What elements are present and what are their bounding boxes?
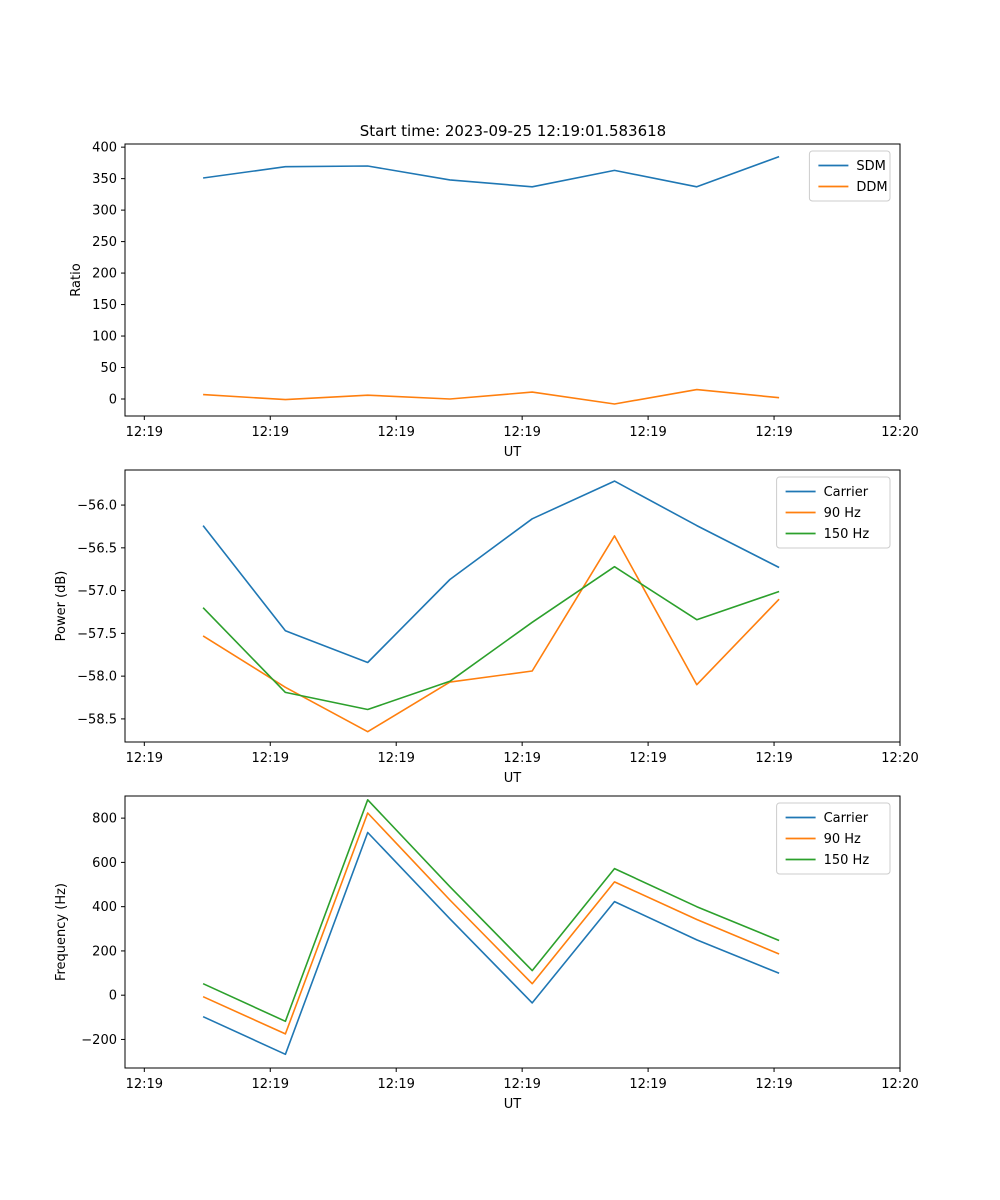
series-line-ddm bbox=[203, 388, 780, 405]
legend-label: SDM bbox=[856, 159, 885, 174]
subplot-1: 12:19 12:19 12:19 12:19 12:19 12:19 12:20 0 50 10… bbox=[69, 141, 919, 460]
x-tick-label: 12:20 bbox=[881, 1077, 918, 1092]
series-line-sdm bbox=[202, 155, 780, 188]
subplots: 12:19 12:19 12:19 12:19 12:19 12:19 12:20 0 50 10… bbox=[54, 141, 919, 1112]
series-line-carrier bbox=[202, 831, 780, 1056]
legend-box bbox=[808, 150, 891, 202]
y-tick-label: 100 bbox=[92, 330, 117, 345]
series-line-150-hz bbox=[202, 798, 780, 1023]
x-tick-label: 12:19 bbox=[755, 425, 792, 440]
x-tick-label: 12:19 bbox=[377, 751, 414, 766]
y-axis-label: Ratio bbox=[69, 263, 84, 296]
x-axis-label: UT bbox=[504, 1097, 522, 1112]
y-tick-label: 150 bbox=[92, 298, 117, 313]
y-tick-label: 0 bbox=[109, 393, 117, 408]
x-tick-label: 12:19 bbox=[252, 1077, 289, 1092]
x-tick-label: 12:19 bbox=[629, 1077, 666, 1092]
legend-label: Carrier bbox=[824, 485, 869, 500]
legend: Carrier 90 Hz 150 Hz bbox=[776, 802, 891, 875]
x-tick-label: 12:20 bbox=[881, 425, 918, 440]
subplot-2: 12:19 12:19 12:19 12:19 12:19 12:19 12:20 −58.5… bbox=[54, 469, 919, 786]
y-tick-label: 400 bbox=[92, 900, 117, 915]
series-line-carrier bbox=[202, 480, 780, 664]
legend-label: 90 Hz bbox=[824, 832, 861, 847]
legend-box bbox=[776, 802, 891, 875]
y-tick-label: 0 bbox=[109, 989, 117, 1004]
x-tick-label: 12:19 bbox=[252, 425, 289, 440]
y-tick-label: 350 bbox=[92, 172, 117, 187]
y-axis-label: Power (dB) bbox=[54, 571, 69, 642]
x-tick-label: 12:19 bbox=[126, 751, 163, 766]
y-tick-label: 250 bbox=[92, 235, 117, 250]
subplot-3: 12:19 12:19 12:19 12:19 12:19 12:19 12:20 −200 0… bbox=[54, 795, 919, 1112]
legend: SDM DDM bbox=[808, 150, 891, 202]
legend-label: 150 Hz bbox=[824, 527, 870, 542]
x-tick-label: 12:19 bbox=[503, 1077, 540, 1092]
legend-box bbox=[776, 476, 891, 549]
y-tick-label: 800 bbox=[92, 812, 117, 827]
y-tick-label: 200 bbox=[92, 944, 117, 959]
legend-label: 90 Hz bbox=[824, 506, 861, 521]
legend: Carrier 90 Hz 150 Hz bbox=[776, 476, 891, 549]
y-axis-label: Frequency (Hz) bbox=[54, 883, 69, 981]
x-tick-label: 12:19 bbox=[126, 425, 163, 440]
x-tick-label: 12:19 bbox=[629, 751, 666, 766]
x-tick-label: 12:19 bbox=[377, 1077, 414, 1092]
x-tick-label: 12:19 bbox=[755, 751, 792, 766]
y-tick-label: 600 bbox=[92, 856, 117, 871]
figure-title: Start time: 2023-09-25 12:19:01.583618 bbox=[360, 122, 666, 140]
y-tick-label: −57.5 bbox=[77, 627, 117, 642]
y-tick-label: −56.5 bbox=[77, 541, 117, 556]
y-tick-label: −56.0 bbox=[77, 499, 117, 514]
series-line-150-hz bbox=[202, 565, 780, 711]
y-tick-label: −58.5 bbox=[77, 712, 117, 727]
y-tick-label: −200 bbox=[81, 1033, 117, 1048]
x-tick-label: 12:19 bbox=[252, 751, 289, 766]
legend-label: 150 Hz bbox=[824, 853, 870, 868]
axes-frame bbox=[124, 795, 901, 1069]
x-tick-label: 12:19 bbox=[377, 425, 414, 440]
x-axis-label: UT bbox=[504, 771, 522, 786]
x-axis-label: UT bbox=[504, 445, 522, 460]
x-tick-label: 12:19 bbox=[126, 1077, 163, 1092]
y-tick-label: 50 bbox=[100, 361, 117, 376]
y-tick-label: 400 bbox=[92, 141, 117, 156]
series-line-90-hz bbox=[202, 812, 780, 1035]
y-tick-label: 300 bbox=[92, 204, 117, 219]
y-tick-label: −58.0 bbox=[77, 670, 117, 685]
x-tick-label: 12:19 bbox=[755, 1077, 792, 1092]
y-tick-label: 200 bbox=[92, 267, 117, 282]
y-tick-label: −57.0 bbox=[77, 584, 117, 599]
x-tick-label: 12:20 bbox=[881, 751, 918, 766]
legend-label: Carrier bbox=[824, 811, 869, 826]
x-tick-label: 12:19 bbox=[503, 751, 540, 766]
axes-frame bbox=[124, 469, 901, 743]
x-tick-label: 12:19 bbox=[629, 425, 666, 440]
axes-frame bbox=[124, 143, 901, 417]
x-tick-label: 12:19 bbox=[503, 425, 540, 440]
legend-label: DDM bbox=[856, 180, 887, 195]
